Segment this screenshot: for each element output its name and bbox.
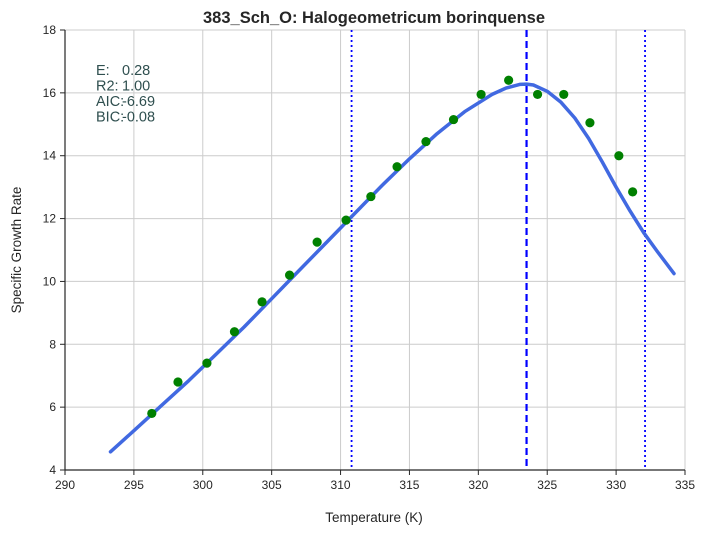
stat-value: 0.28 <box>122 63 150 79</box>
y-tick-label: 8 <box>49 337 56 351</box>
y-tick-label: 4 <box>49 463 56 477</box>
y-axis-label: Specific Growth Rate <box>9 187 24 314</box>
observed-points <box>147 75 638 419</box>
x-axis-label: Temperature (K) <box>325 510 423 525</box>
stat-label: R2: <box>96 79 119 95</box>
stat-label: BIC: <box>96 110 124 126</box>
fitted-curve <box>108 82 676 454</box>
data-point <box>628 187 638 197</box>
data-point <box>614 151 624 161</box>
stat-label: E: <box>96 63 110 79</box>
data-point <box>421 136 431 147</box>
x-tick-label: 310 <box>331 478 351 492</box>
data-point <box>366 191 376 202</box>
chart-title: 383_Sch_O: Halogeometricum borinquense <box>203 9 545 27</box>
data-point <box>284 270 295 280</box>
y-tick-label: 10 <box>43 274 57 288</box>
stat-value: -0.08 <box>122 110 155 126</box>
x-tick-label: 295 <box>124 478 144 492</box>
x-tick-label: 325 <box>537 478 557 492</box>
data-point <box>532 89 543 100</box>
data-point <box>312 237 322 247</box>
x-tick-label: 315 <box>399 478 419 492</box>
y-tick-label: 6 <box>49 400 56 414</box>
x-tick-label: 330 <box>606 478 626 492</box>
reference-lines <box>350 30 646 470</box>
data-point <box>147 408 157 419</box>
data-point <box>173 377 183 387</box>
y-tick-label: 18 <box>43 23 57 37</box>
x-tick-label: 335 <box>675 478 695 492</box>
data-point <box>585 118 595 128</box>
data-point <box>392 162 402 172</box>
y-tick-label: 16 <box>43 86 57 100</box>
data-point <box>341 215 351 225</box>
x-tick-label: 300 <box>193 478 213 492</box>
x-tick-label: 320 <box>468 478 488 492</box>
grid <box>64 29 686 471</box>
y-tick-label: 14 <box>43 149 57 163</box>
data-point <box>476 89 486 100</box>
data-point <box>504 75 514 85</box>
stat-value: -6.69 <box>122 94 155 110</box>
data-point <box>448 114 459 125</box>
y-tick-label: 12 <box>43 212 57 226</box>
data-point <box>257 297 267 307</box>
data-point <box>202 358 212 368</box>
plot-area <box>60 29 686 475</box>
data-point <box>229 327 240 337</box>
stat-value: 1.00 <box>122 79 150 95</box>
x-tick-label: 290 <box>55 478 75 492</box>
x-tick-labels: 290 295 300 305 310 315 320 325 330 335 <box>55 478 695 492</box>
x-tick-label: 305 <box>262 478 282 492</box>
axes <box>60 29 686 475</box>
stat-label: AIC: <box>96 94 124 110</box>
y-tick-labels: 4 6 8 10 12 14 16 18 <box>43 23 57 477</box>
data-point <box>559 89 569 100</box>
